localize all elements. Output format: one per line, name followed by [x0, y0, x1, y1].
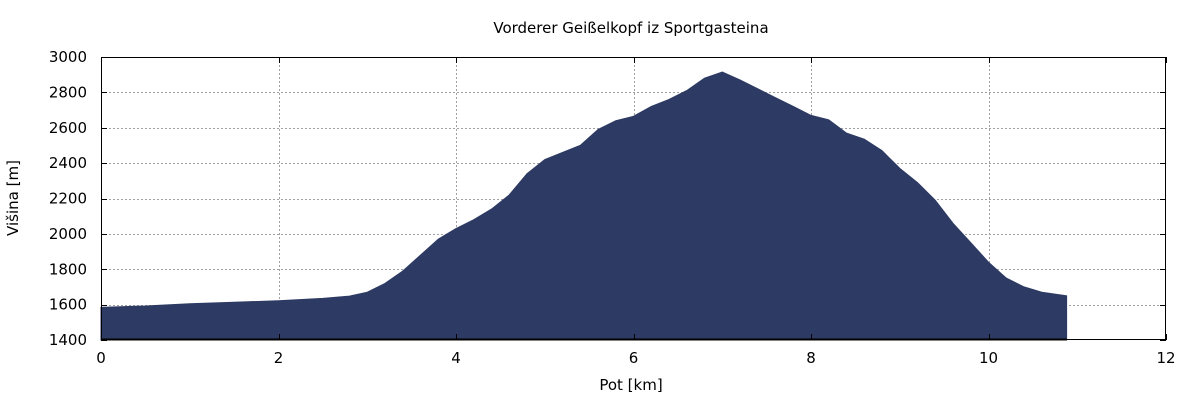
plot-area — [100, 71, 1068, 341]
y-tick-label: 2600 — [49, 119, 87, 137]
y-tick-label: 2400 — [49, 154, 87, 172]
y-tick-label: 2200 — [49, 190, 87, 208]
elevation-area — [100, 71, 1068, 341]
x-axis-label: Pot [km] — [599, 376, 662, 394]
y-tick-label: 1400 — [49, 331, 87, 349]
y-axis-label: Višina [m] — [4, 160, 22, 236]
x-tick-label: 4 — [451, 349, 461, 367]
y-tick-label: 2000 — [49, 225, 87, 243]
y-tick-label: 1600 — [49, 296, 87, 314]
x-tick-label: 2 — [274, 349, 284, 367]
y-tick-label: 2800 — [49, 83, 87, 101]
x-tick-label: 0 — [96, 349, 106, 367]
plot-frame — [101, 57, 1166, 340]
x-tick-label: 12 — [1156, 349, 1175, 367]
y-tick-label: 1800 — [49, 260, 87, 278]
x-tick-label: 8 — [806, 349, 816, 367]
chart-title: Vorderer Geißelkopf iz Sportgasteina — [493, 19, 768, 37]
x-tick-label: 6 — [629, 349, 639, 367]
y-tick-label: 3000 — [49, 48, 87, 66]
x-tick-label: 10 — [979, 349, 998, 367]
axis-ticks: 0 2 4 6 8 10 12 1400 1600 1800 2000 2200 2400 2600 280… — [49, 48, 1176, 367]
